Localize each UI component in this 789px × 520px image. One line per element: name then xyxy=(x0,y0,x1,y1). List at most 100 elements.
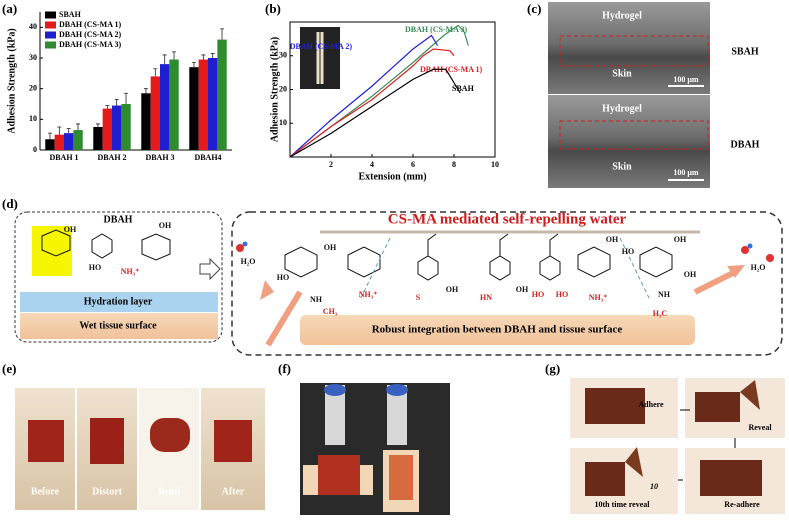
x-tick-label: 8 xyxy=(452,160,456,169)
y-axis-label: Adhesion Strength (kPa) xyxy=(6,28,17,133)
caption: Bend xyxy=(158,486,181,497)
water-molecules xyxy=(236,241,774,262)
integration-label: Robust integration between DBAH and tiss… xyxy=(372,324,623,336)
tissue-surface xyxy=(20,313,218,339)
legend-label: DBAH (CS-MA 3) xyxy=(59,40,122,49)
mechanism-box xyxy=(231,211,783,356)
molecule-label: HN xyxy=(480,293,492,302)
sem-image xyxy=(548,95,710,188)
sample-label: DBAH xyxy=(731,139,760,150)
bar xyxy=(141,93,151,150)
integration-box xyxy=(300,315,695,345)
box-title: CS-MA mediated self-repelling water xyxy=(388,211,627,227)
molecule-label: OH xyxy=(684,270,697,279)
line xyxy=(289,34,439,158)
molecule-label: HO xyxy=(277,273,289,282)
error-bar xyxy=(95,123,100,127)
series-label: SBAH xyxy=(452,84,475,93)
y-tick-label: 0 xyxy=(33,145,37,154)
bar xyxy=(198,59,208,150)
panel-label: (c) xyxy=(527,1,541,16)
molecule-label: NH xyxy=(310,295,323,304)
bar xyxy=(64,133,74,150)
line xyxy=(289,48,455,158)
bar xyxy=(112,105,122,150)
y-tick-label: 10 xyxy=(279,118,287,127)
panel-label: (e) xyxy=(2,361,16,376)
bar xyxy=(189,67,199,150)
legend-swatch xyxy=(45,21,56,29)
panel-label: (a) xyxy=(2,1,17,16)
x-tick-label: 2 xyxy=(329,160,333,169)
region-box xyxy=(559,120,709,150)
error-bar xyxy=(172,51,177,60)
sample-label: SBAH xyxy=(731,46,758,57)
molecule-label: NH₃⁺ xyxy=(589,293,608,302)
error-bar xyxy=(210,53,215,58)
layer-label: Skin xyxy=(612,68,632,79)
y-tick-label: 20 xyxy=(279,84,287,93)
line xyxy=(289,68,461,158)
series-label: DBAH (CS-MA 1) xyxy=(420,65,483,74)
error-bar xyxy=(191,62,196,68)
bar xyxy=(54,134,64,150)
error-bar xyxy=(76,123,81,131)
scale-label: 100 μm xyxy=(673,168,699,177)
panel-label: (b) xyxy=(265,1,281,16)
x-tick-label: 4 xyxy=(370,160,374,169)
count: 10 xyxy=(650,482,658,491)
x-tick-label: 6 xyxy=(411,160,415,169)
bar xyxy=(150,76,160,150)
molecule-label: H₂O xyxy=(751,263,766,272)
series-label: DBAH (CS-MA 3) xyxy=(405,25,468,34)
molecule-label: H₃C xyxy=(653,309,668,318)
arrow xyxy=(693,269,737,295)
error-bar xyxy=(47,132,52,140)
arrow xyxy=(265,290,303,347)
legend-label: DBAH (CS-MA 2) xyxy=(59,30,122,39)
series-label: DBAH (CS-MA 2) xyxy=(290,42,353,51)
panel-label: (d) xyxy=(2,196,18,211)
x-axis-label: Extension (mm) xyxy=(358,171,426,182)
caption: After xyxy=(222,486,245,497)
error-bar xyxy=(201,54,206,60)
legend-label: DBAH (CS-MA 1) xyxy=(59,20,122,29)
molecule-label: NH₃⁺ xyxy=(121,267,140,276)
error-bar xyxy=(66,128,71,134)
molecule-label: OH xyxy=(516,285,529,294)
bar xyxy=(169,59,179,150)
legend-label: SBAH xyxy=(59,10,82,19)
error-bar xyxy=(124,92,129,104)
error-bar xyxy=(114,99,119,106)
caption: Before xyxy=(31,486,60,497)
photos xyxy=(15,378,785,515)
caption: 10th time reveal xyxy=(595,500,651,509)
layer-label: Wet tissue surface xyxy=(79,320,157,331)
molecule-label: NH xyxy=(658,290,671,299)
molecule-label: OH xyxy=(159,221,172,230)
y-axis-label: Adhesion Strength (kPa) xyxy=(269,37,280,142)
region-box xyxy=(559,35,709,67)
molecule-label: OH xyxy=(606,235,619,244)
panel-label: (f) xyxy=(278,361,291,376)
y-tick-label: 30 xyxy=(279,51,287,60)
molecule-label: HO xyxy=(556,290,568,299)
y-tick-label: 30 xyxy=(29,53,37,62)
sem-image xyxy=(548,2,710,94)
layer-label: Hydrogel xyxy=(602,103,642,114)
x-tick-label: DBAH 3 xyxy=(145,153,174,162)
molecule-label: HO xyxy=(532,290,544,299)
error-bar xyxy=(220,28,225,40)
caption: Re-adhere xyxy=(724,500,760,509)
caption: Adhere xyxy=(638,400,664,409)
layer-label: Hydration layer xyxy=(84,296,153,307)
panel-label: (g) xyxy=(545,361,560,376)
arrow xyxy=(199,257,221,281)
arrow xyxy=(727,265,745,278)
arrow xyxy=(260,280,274,300)
y-tick-label: 40 xyxy=(29,22,37,31)
molecules xyxy=(41,229,673,281)
layer-label: Hydrogel xyxy=(602,10,642,21)
caption: Reveal xyxy=(748,423,772,432)
